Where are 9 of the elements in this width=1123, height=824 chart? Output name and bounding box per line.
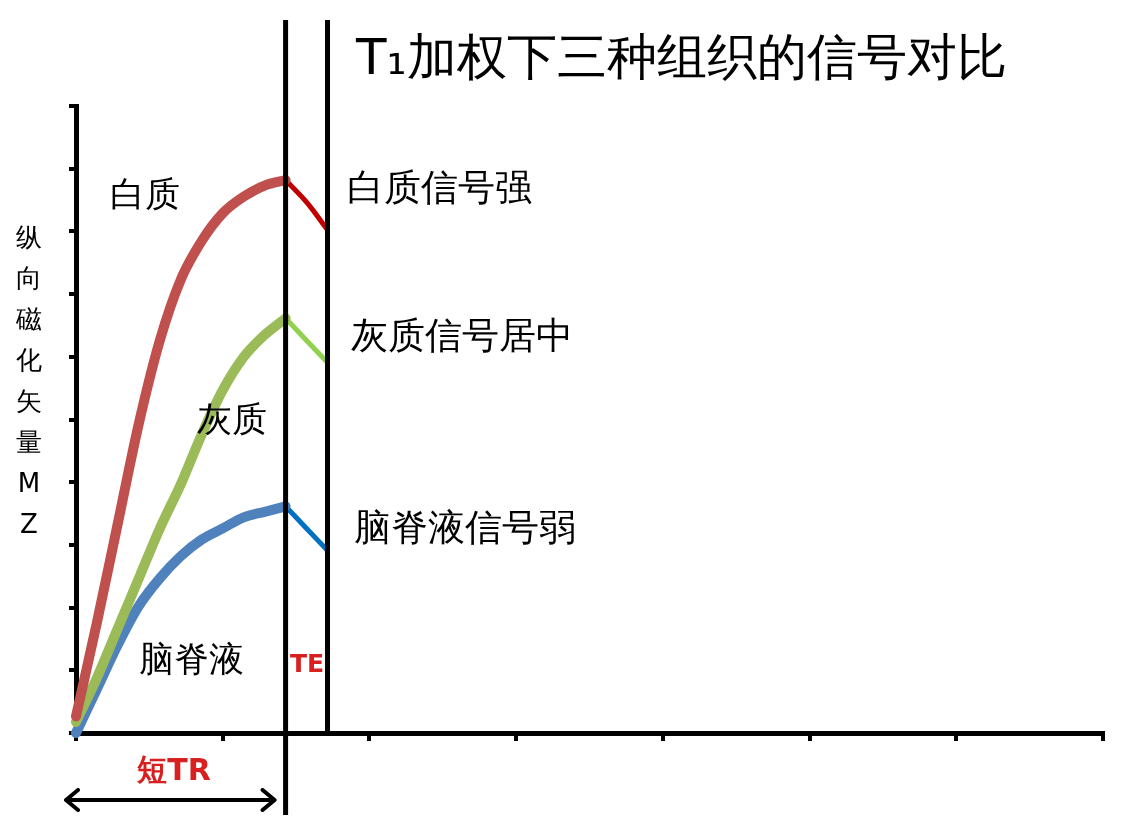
series-label: 脑脊液 (138, 639, 244, 680)
annotation: TE (289, 648, 325, 678)
annotation: 白质信号强 (347, 165, 532, 209)
annotation: 脑脊液信号弱 (354, 505, 576, 549)
series-label: 白质 (110, 174, 180, 215)
text: 短TR (136, 751, 211, 787)
chart-title: T₁加权下三种组织的信号对比 (356, 27, 1007, 87)
y-axis-title: 纵向磁化矢量MZ (15, 221, 43, 541)
annotation: 灰质信号居中 (351, 313, 573, 357)
